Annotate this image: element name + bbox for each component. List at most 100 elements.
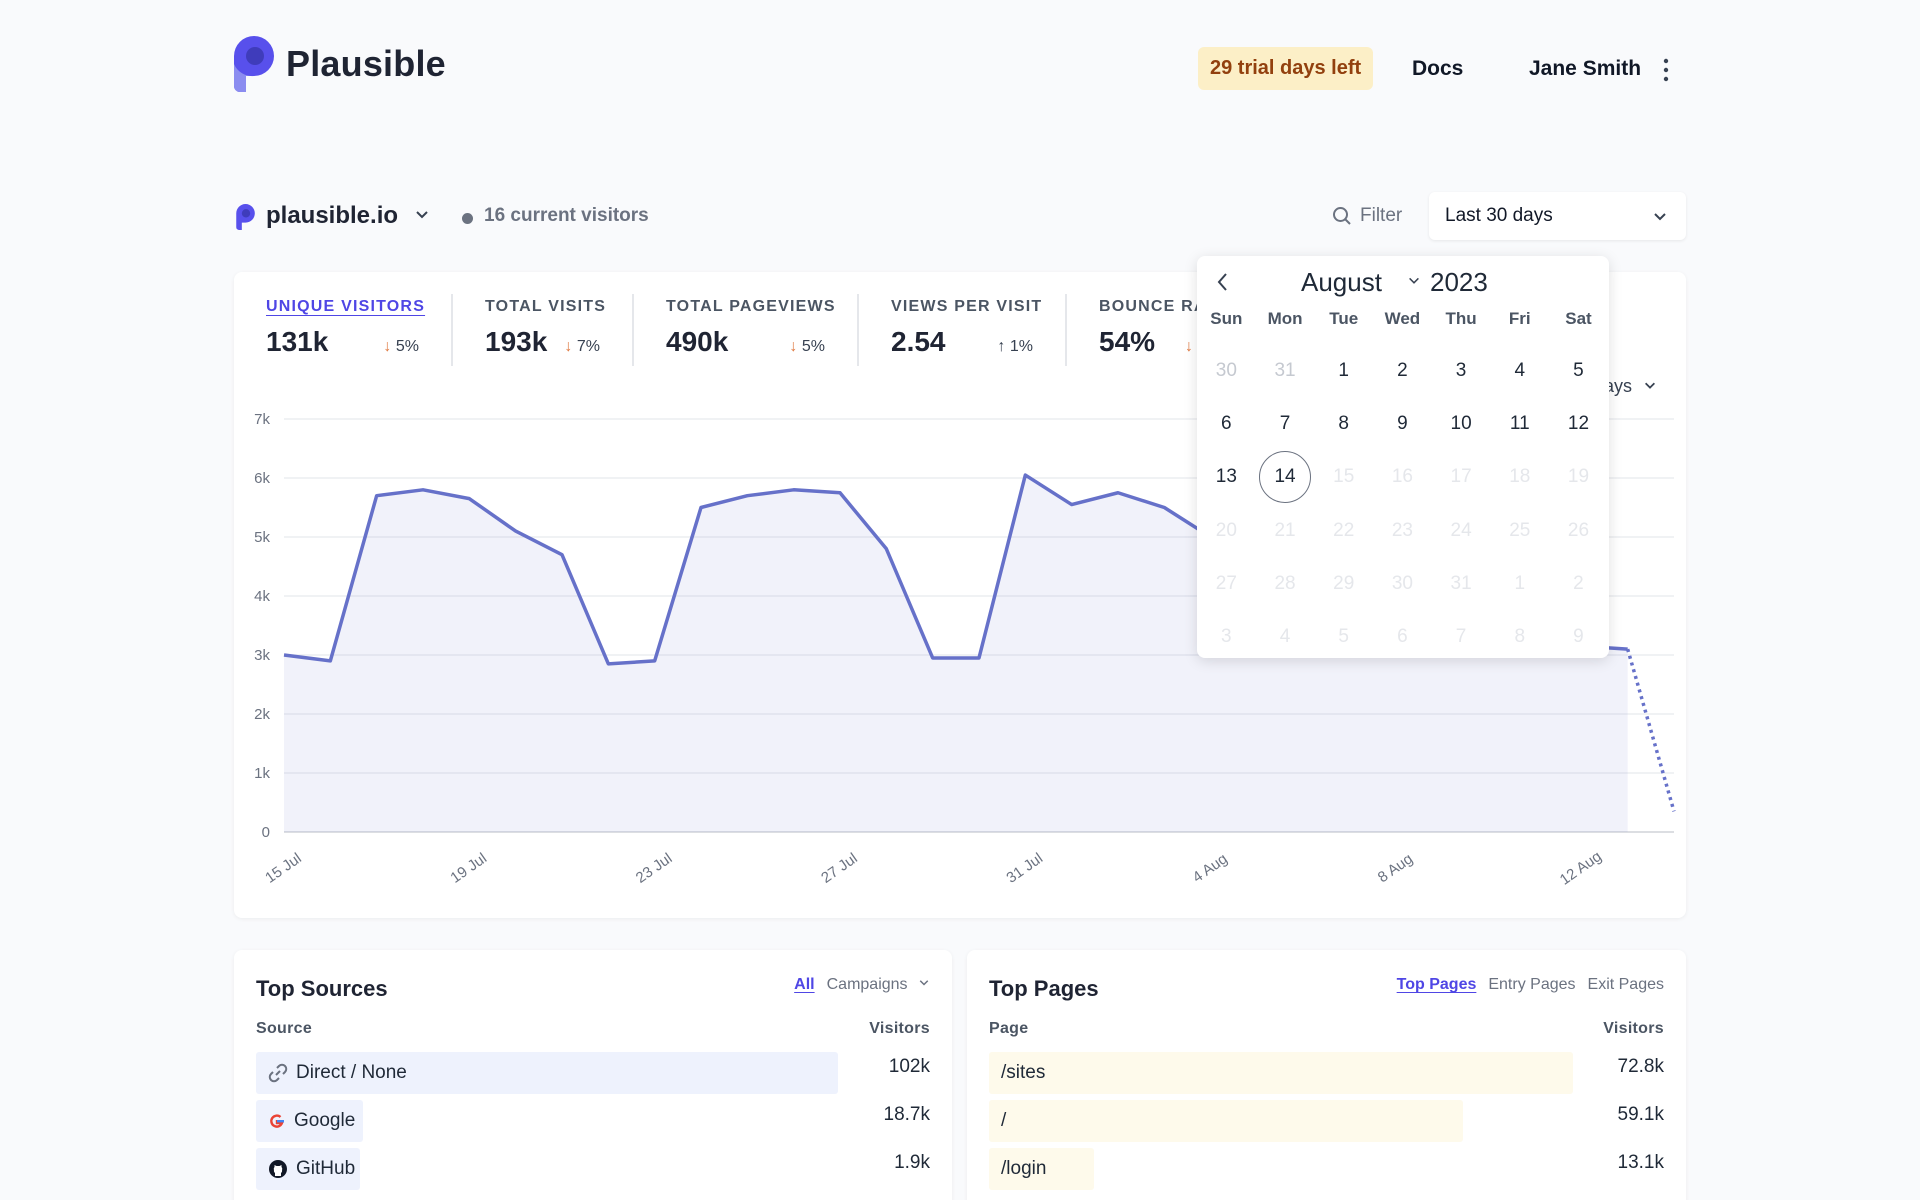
calendar-day-today[interactable]: 14 <box>1256 451 1315 504</box>
user-menu[interactable]: Jane Smith <box>1529 57 1642 80</box>
x-tick-label: 19 Jul <box>447 850 490 887</box>
calendar-day[interactable]: 3 <box>1455 359 1467 381</box>
row-value: 59.1k <box>1617 1104 1664 1125</box>
calendar-day[interactable]: 9 <box>1397 412 1408 434</box>
page-row[interactable]: /login <box>989 1148 1573 1190</box>
calendar-day: 22 <box>1333 519 1355 541</box>
metric-value: 131k <box>266 326 329 357</box>
filter-label: Filter <box>1360 205 1403 226</box>
tab-campaigns[interactable]: Campaigns <box>827 976 930 994</box>
x-tick-label: 12 Aug <box>1557 848 1605 889</box>
row-bar <box>989 1148 1095 1190</box>
current-visitors-dot <box>462 213 473 224</box>
metric-change: ↓ 5% <box>383 338 419 355</box>
column-header-page: Page <box>989 1020 1029 1037</box>
calendar-day[interactable]: 10 <box>1450 412 1472 434</box>
current-visitors[interactable]: 16 current visitors <box>484 205 649 226</box>
link-icon <box>268 1063 288 1083</box>
source-row[interactable]: GitHub <box>256 1148 838 1190</box>
calendar-day: 17 <box>1450 466 1472 488</box>
row-value: 1.9k <box>894 1152 930 1173</box>
top-bar: Plausible 29 trial days left Docs Jane S… <box>234 36 1686 100</box>
y-tick-label: 3k <box>254 647 270 664</box>
tab-exit-pages[interactable]: Exit Pages <box>1587 976 1664 993</box>
datepicker-month[interactable]: August <box>1301 267 1382 297</box>
metric-unique-visitors[interactable]: UNIQUE VISITORS 131k ↓ 5% <box>234 294 451 366</box>
kebab-menu-icon[interactable] <box>1660 58 1672 82</box>
interval-label: ays <box>1604 376 1633 396</box>
metric-bounce-rate[interactable]: BOUNCE RA 54% ↓ <box>1065 294 1225 366</box>
filter-button[interactable]: Filter <box>1332 205 1402 227</box>
calendar-day[interactable]: 11 <box>1509 412 1530 434</box>
arrow-down-icon: ↓ <box>1185 338 1193 355</box>
y-tick-label: 4k <box>254 588 270 605</box>
calendar-day: 5 <box>1338 626 1349 648</box>
calendar-day[interactable]: 7 <box>1279 412 1291 434</box>
period-select[interactable]: Last 30 days <box>1429 192 1686 240</box>
source-row[interactable]: Direct / None <box>256 1052 838 1094</box>
calendar-day: 31 <box>1450 572 1472 594</box>
period-label: Last 30 days <box>1445 205 1553 226</box>
calendar-day[interactable]: 4 <box>1514 359 1526 381</box>
metric-views-per-visit[interactable]: VIEWS PER VISIT 2.54 ↑ 1% <box>857 294 1065 366</box>
interval-select[interactable]: ays <box>1604 376 1657 397</box>
calendar-day: 30 <box>1391 572 1413 594</box>
calendar-day[interactable]: 8 <box>1338 412 1349 434</box>
chevron-down-icon[interactable] <box>1407 274 1421 288</box>
row-label: Google <box>268 1110 355 1132</box>
calendar-day: 28 <box>1274 572 1296 594</box>
metric-label: UNIQUE VISITORS <box>266 298 426 315</box>
column-header-source: Source <box>256 1020 313 1037</box>
tab-entry-pages[interactable]: Entry Pages <box>1488 976 1576 993</box>
metric-value: 2.54 <box>891 326 946 357</box>
calendar-day[interactable]: 13 <box>1215 466 1237 488</box>
weekday-label: Fri <box>1508 309 1531 328</box>
row-label: / <box>1001 1110 1007 1131</box>
top-sources-card: Top Sources All Campaigns Source Visitor… <box>234 950 952 1200</box>
plausible-logo-icon <box>234 36 274 92</box>
tab-all[interactable]: All <box>794 976 815 993</box>
calendar-day: 21 <box>1274 519 1296 541</box>
trial-badge[interactable]: 29 trial days left <box>1198 47 1374 90</box>
weekday-label: Mon <box>1267 309 1303 328</box>
page-row[interactable]: / <box>989 1100 1573 1142</box>
calendar-day[interactable]: 12 <box>1567 412 1590 434</box>
calendar-day: 9 <box>1573 626 1584 648</box>
calendar-day[interactable]: 2 <box>1397 359 1408 381</box>
tab-top-pages[interactable]: Top Pages <box>1396 976 1477 993</box>
calendar-day[interactable]: 6 <box>1221 412 1232 434</box>
calendar-day: 27 <box>1215 572 1237 594</box>
datepicker-weekdays: Sun Mon Tue Wed Thu Fri Sat <box>1197 309 1609 329</box>
metric-total-pageviews[interactable]: TOTAL PAGEVIEWS 490k ↓ 5% <box>632 294 857 366</box>
datepicker-year[interactable]: 2023 <box>1430 267 1488 297</box>
metric-label: TOTAL VISITS <box>485 298 607 315</box>
calendar-day: 25 <box>1509 519 1531 541</box>
calendar-day: 19 <box>1567 466 1590 488</box>
row-value: 102k <box>888 1056 930 1077</box>
arrow-up-icon: ↑ <box>997 338 1010 355</box>
column-header-visitors: Visitors <box>1603 1020 1664 1037</box>
docs-link[interactable]: Docs <box>1412 57 1464 80</box>
chevron-left-icon[interactable] <box>1213 270 1233 294</box>
source-tabs: All Campaigns <box>794 976 930 994</box>
site-switcher[interactable]: plausible.io <box>266 202 399 229</box>
calendar-day[interactable]: 31 <box>1274 359 1296 381</box>
logo[interactable]: Plausible <box>234 36 446 92</box>
calendar-day: 2 <box>1573 572 1584 594</box>
calendar-day: 24 <box>1450 519 1472 541</box>
source-row[interactable]: Google <box>256 1100 838 1142</box>
arrow-down-icon: ↓ <box>564 338 577 355</box>
column-header-visitors: Visitors <box>869 1020 930 1037</box>
y-tick-label: 0 <box>262 824 270 841</box>
calendar-day[interactable]: 30 <box>1215 359 1237 381</box>
site-favicon-icon <box>236 204 255 230</box>
y-tick-label: 2k <box>254 706 270 723</box>
x-tick-label: 31 Jul <box>1003 850 1046 887</box>
google-icon <box>270 1114 284 1128</box>
chevron-down-icon[interactable] <box>414 206 430 222</box>
page-row[interactable]: /sites <box>989 1052 1573 1094</box>
calendar-day[interactable]: 5 <box>1573 359 1584 381</box>
metric-total-visits[interactable]: TOTAL VISITS 193k ↓ 7% <box>451 294 632 366</box>
calendar-day[interactable]: 1 <box>1338 359 1349 381</box>
calendar-day: 1 <box>1514 572 1526 594</box>
